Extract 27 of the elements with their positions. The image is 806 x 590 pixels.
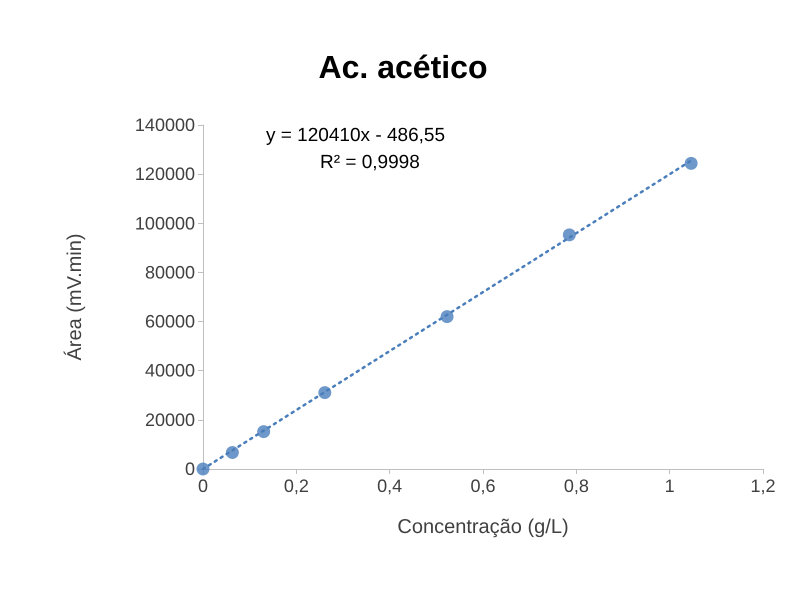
y-tick-label: 80000 (144, 262, 195, 282)
y-tick-label: 20000 (144, 410, 195, 430)
point (562, 228, 576, 242)
x-tick-label: 0,8 (564, 476, 589, 496)
y-axis-title: Área (mV.min) (63, 233, 86, 361)
annotation: y = 120410x - 486,55 (266, 125, 446, 146)
x-axis-title: Concentração (g/L) (397, 516, 569, 538)
y-tick-label: 100000 (134, 213, 195, 234)
y-tick-label: 60000 (144, 312, 195, 332)
x-tick-label: 0,2 (284, 476, 309, 496)
annotation: R² = 0,9998 (320, 152, 420, 173)
y-tick-label: 120000 (134, 164, 195, 184)
x-tick-label: 1 (664, 476, 675, 496)
x-tick-label: 1,2 (750, 476, 776, 496)
point (318, 386, 332, 400)
point (257, 425, 270, 438)
x-tick-label: 0 (198, 476, 208, 496)
y-tick-label: 40000 (144, 360, 195, 381)
point (684, 156, 698, 170)
y-tick-label: 140000 (134, 115, 195, 135)
chart-title: Ac. acético (318, 49, 488, 85)
point (226, 446, 239, 460)
y-tick-label: 0 (184, 459, 195, 479)
x-tick-label: 0,6 (470, 476, 496, 496)
point (196, 462, 210, 476)
x-tick-label: 0,4 (377, 476, 402, 496)
point (440, 310, 454, 324)
